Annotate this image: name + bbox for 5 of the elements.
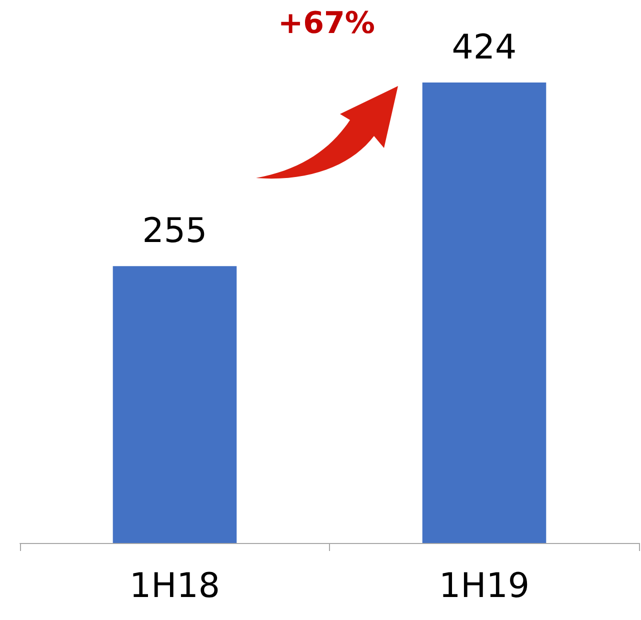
x-tick-label: 1H18 (130, 566, 220, 606)
data-label: 255 (142, 211, 208, 252)
text: +67% (278, 6, 375, 41)
x-tick-label: 1H19 (439, 566, 530, 606)
data-label: 424 (452, 28, 517, 68)
